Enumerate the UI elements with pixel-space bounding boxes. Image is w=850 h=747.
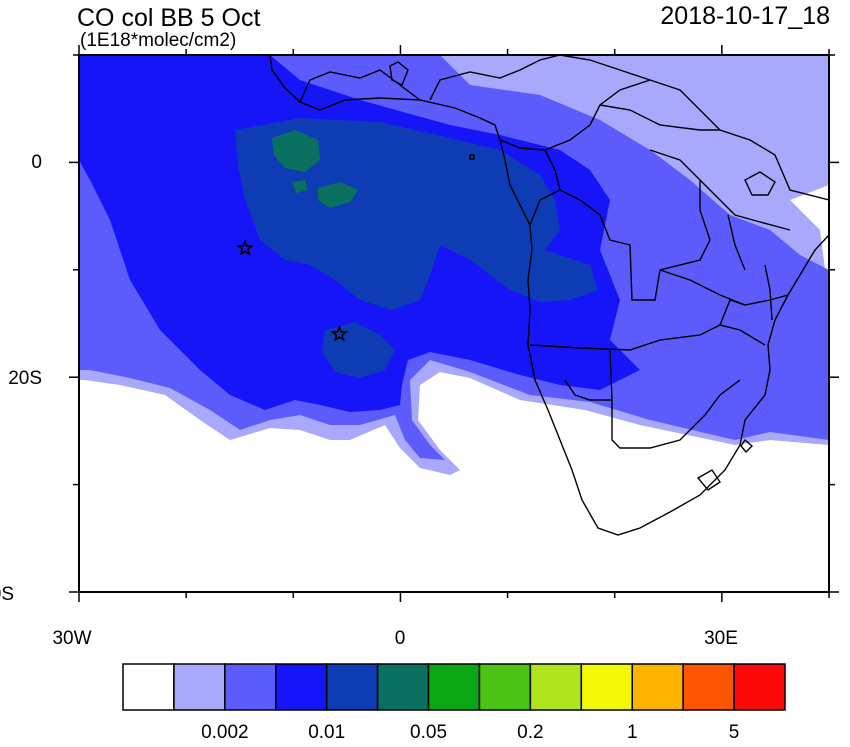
country-border (499, 139, 561, 226)
colorbar-bin (631, 663, 684, 711)
lake-malawi (764, 264, 773, 321)
colorbar-bin (580, 663, 633, 711)
gulf-island (469, 154, 475, 160)
co-field (79, 55, 829, 592)
lon-label-0: 0 (395, 628, 406, 649)
country-border (544, 79, 651, 151)
lon-label-30w: 30W (52, 628, 91, 649)
country-border (599, 104, 720, 131)
co-band-teal (272, 130, 320, 172)
co-band-teal (292, 180, 308, 193)
country-border (564, 379, 612, 401)
country-border (559, 189, 711, 301)
colorbar-bin (733, 663, 786, 711)
lake (740, 438, 754, 454)
country-border (699, 179, 791, 231)
lat-label-20s: 20S (8, 368, 42, 389)
co-band-darkblue (322, 322, 395, 378)
lon-label-30e: 30E (704, 628, 738, 649)
colorbar-bin (376, 663, 430, 711)
lesotho-border (696, 469, 721, 491)
map-title: CO col BB 5 Oct (77, 4, 260, 32)
lat-label-0: 0 (31, 152, 42, 173)
co-band-teal (318, 182, 358, 208)
colorbar-bin (325, 663, 379, 711)
colorbar-bin (173, 663, 226, 711)
markers (236, 239, 349, 342)
colorbar-label: 0.002 (201, 722, 249, 743)
star-marker (330, 324, 349, 342)
colorbar-bin (224, 663, 277, 711)
country-border (299, 69, 421, 103)
colorbar-bin (478, 663, 532, 711)
colorbar-bin (682, 663, 735, 711)
axis-ticks (69, 45, 839, 602)
country-border (659, 269, 789, 306)
co-band-darkblue (235, 118, 598, 310)
colorbar-bin (529, 663, 583, 711)
colorbar-label: 0.01 (308, 722, 345, 743)
gulf-island (389, 61, 409, 86)
country-border (429, 55, 561, 101)
colorbar-bin (427, 663, 481, 711)
colorbar-bin (275, 663, 328, 711)
colorbar-bin (122, 663, 175, 711)
country-border (649, 149, 711, 241)
colorbar-label: 1 (627, 722, 638, 743)
map-frame (78, 54, 830, 593)
units-label: (1E18*molec/cm2) (80, 30, 236, 51)
star-marker (236, 239, 254, 256)
africa-north-coast (559, 55, 829, 201)
lake-tanganyika (727, 214, 746, 271)
country-border (609, 349, 741, 449)
coastlines (269, 55, 829, 536)
colorbar: 0.002 0.01 0.05 0.2 1 5 (122, 663, 786, 743)
colorbar-label: 5 (729, 722, 740, 743)
colorbar-label: 0.05 (410, 722, 447, 743)
lat-label-40s: 40S (0, 584, 14, 605)
timestamp-label: 2018-10-17_18 (660, 2, 830, 30)
africa-coastline (269, 55, 829, 536)
country-border (719, 299, 746, 326)
colorbar-label: 0.2 (517, 722, 543, 743)
country-border (529, 324, 766, 351)
lake-victoria (744, 171, 776, 196)
